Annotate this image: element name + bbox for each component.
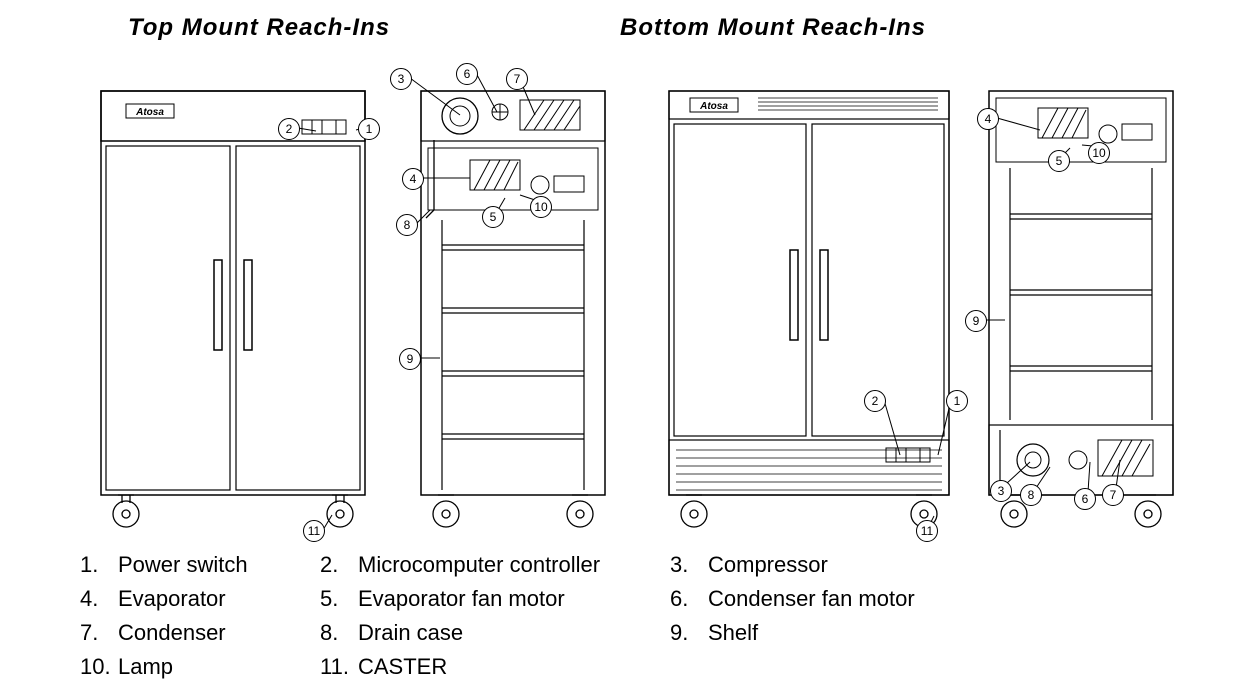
callout-8b: 8 <box>1020 484 1042 506</box>
callout-6b: 6 <box>1074 488 1096 510</box>
diagram-page: Top Mount Reach-Ins Bottom Mount Reach-I… <box>0 0 1259 683</box>
callout-5b: 5 <box>1048 150 1070 172</box>
callout-7b: 7 <box>1102 484 1124 506</box>
callout-3b: 3 <box>990 480 1012 502</box>
callout-10b: 10 <box>1088 142 1110 164</box>
callout-4b: 4 <box>977 108 999 130</box>
callout-9b: 9 <box>965 310 987 332</box>
